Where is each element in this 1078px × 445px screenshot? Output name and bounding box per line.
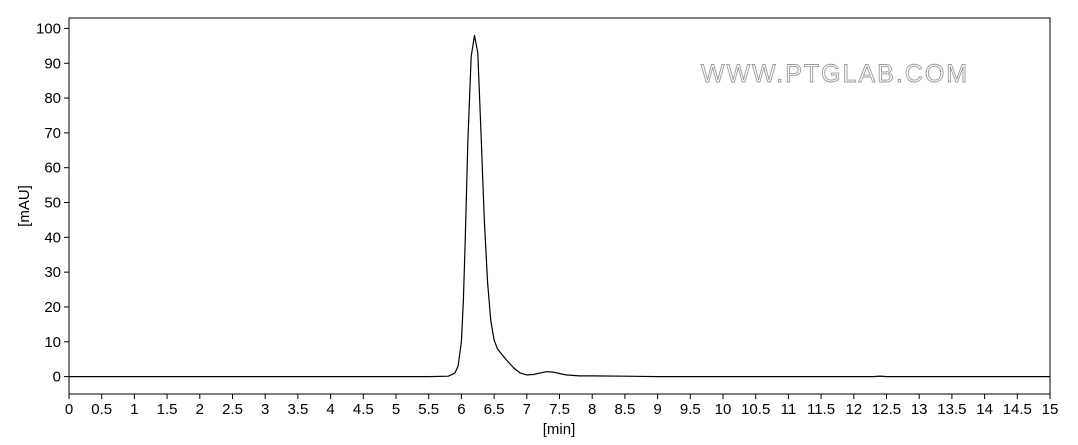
y-axis-ticks: 0 10 20 30 40 50 60 70 80 90 100	[36, 20, 69, 386]
y-tick-label: 10	[44, 334, 61, 351]
x-tick-label: 1.5	[157, 401, 178, 418]
y-tick-label: 80	[44, 90, 61, 107]
x-tick-label: 14	[976, 401, 993, 418]
x-tick-label: 3.5	[287, 401, 308, 418]
x-tick-label: 11.5	[807, 401, 835, 418]
y-tick-label: 30	[44, 264, 61, 281]
y-tick-label: 90	[44, 55, 61, 72]
x-tick-label: 15	[1042, 401, 1059, 418]
x-axis-title: [min]	[543, 421, 576, 438]
x-tick-label: 1	[130, 401, 138, 418]
x-tick-label: 12.5	[872, 401, 901, 418]
x-tick-label: 13	[911, 401, 928, 418]
x-tick-label: 8.5	[614, 401, 635, 418]
x-tick-label: 7	[523, 401, 531, 418]
x-tick-label: 6.5	[484, 401, 505, 418]
x-tick-label: 12	[845, 401, 862, 418]
x-tick-label: 5	[392, 401, 400, 418]
x-tick-label: 4.5	[353, 401, 374, 418]
x-tick-label: 9.5	[680, 401, 701, 418]
y-tick-label: 50	[44, 195, 61, 212]
x-tick-label: 11	[781, 401, 797, 418]
x-tick-label: 3	[261, 401, 269, 418]
x-tick-label: 4	[326, 401, 334, 418]
x-tick-label: 2.5	[222, 401, 243, 418]
y-axis-title: [mAU]	[16, 185, 33, 227]
y-tick-label: 70	[44, 125, 61, 142]
x-tick-label: 10	[715, 401, 732, 418]
x-tick-label: 6	[457, 401, 465, 418]
x-tick-label: 14.5	[1003, 401, 1032, 418]
y-tick-label: 0	[53, 369, 61, 386]
x-tick-label: 10.5	[741, 401, 770, 418]
series-line	[69, 34, 1050, 378]
y-tick-label: 60	[44, 160, 61, 177]
x-tick-label: 2	[196, 401, 204, 418]
x-tick-label: 5.5	[418, 401, 439, 418]
x-tick-label: 0.5	[91, 401, 112, 418]
watermark: WWW.PTGLAB.COM	[701, 60, 969, 88]
y-tick-label: 40	[44, 229, 61, 246]
y-tick-label: 100	[36, 20, 61, 37]
x-tick-label: 0	[65, 401, 73, 418]
y-tick-label: 20	[44, 299, 61, 316]
x-tick-label: 13.5	[937, 401, 966, 418]
x-tick-label: 7.5	[549, 401, 570, 418]
x-tick-label: 8	[588, 401, 596, 418]
x-axis-ticks: 0 0.5 1 1.5 2 2.5 3 3.5 4 4.5 5 5.5 6 6.5 7 7.5 8 8.5 9 9.5…	[65, 394, 1059, 418]
x-tick-label: 9	[653, 401, 661, 418]
